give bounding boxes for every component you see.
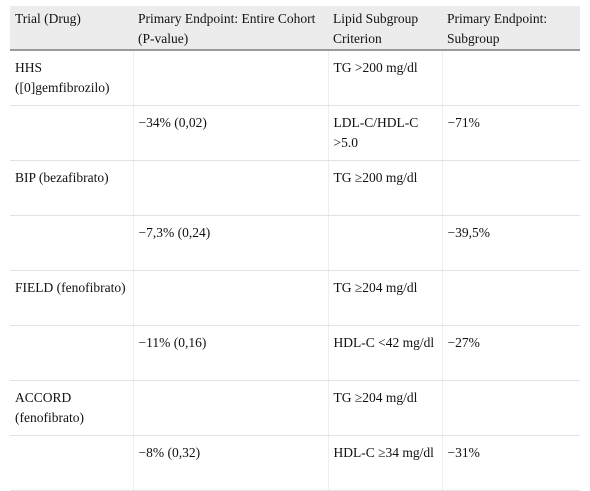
table-row: BIP (bezafibrato) TG ≥200 mg/dl	[10, 160, 580, 216]
cell-trial-drug	[10, 215, 134, 271]
cell-trial-drug: BIP (bezafibrato)	[10, 160, 134, 216]
table-row: FIELD (fenofibrato) TG ≥204 mg/dl	[10, 270, 580, 326]
table-row: ACCORD (fenofibrato) TG ≥204 mg/dl	[10, 380, 580, 436]
cell-endpoint-cohort	[133, 380, 329, 436]
cell-endpoint-subgroup	[442, 270, 580, 326]
cell-endpoint-cohort: −7,3% (0,24)	[133, 215, 329, 271]
fibrate-trials-table: Trial (Drug) Primary Endpoint: Entire Co…	[10, 6, 580, 491]
cell-endpoint-subgroup: −71%	[442, 105, 580, 161]
cell-endpoint-subgroup	[442, 160, 580, 216]
table-row: −11% (0,16) HDL-C <42 mg/dl −27%	[10, 325, 580, 381]
cell-trial-drug: FIELD (fenofibrato)	[10, 270, 134, 326]
cell-lipid-criterion: TG ≥204 mg/dl	[328, 380, 443, 436]
cell-endpoint-subgroup	[442, 380, 580, 436]
cell-trial-drug: HHS ([0]gemfibrozilo)	[10, 50, 134, 106]
header-row: Trial (Drug) Primary Endpoint: Entire Co…	[10, 6, 580, 51]
table-row: HHS ([0]gemfibrozilo) TG >200 mg/dl	[10, 50, 580, 106]
cell-endpoint-cohort: −11% (0,16)	[133, 325, 329, 381]
cell-endpoint-subgroup	[442, 50, 580, 106]
header-lipid-subgroup-criterion: Lipid Subgroup Criterion	[328, 6, 442, 51]
cell-endpoint-subgroup: −39,5%	[442, 215, 580, 271]
cell-endpoint-subgroup: −31%	[442, 435, 580, 491]
cell-endpoint-cohort	[133, 50, 329, 106]
cell-endpoint-cohort: −8% (0,32)	[133, 435, 329, 491]
cell-endpoint-cohort	[133, 160, 329, 216]
cell-lipid-criterion: TG ≥200 mg/dl	[328, 160, 443, 216]
cell-endpoint-subgroup: −27%	[442, 325, 580, 381]
table-row: −7,3% (0,24) −39,5%	[10, 215, 580, 271]
cell-endpoint-cohort	[133, 270, 329, 326]
cell-lipid-criterion	[328, 215, 443, 271]
cell-endpoint-cohort: −34% (0,02)	[133, 105, 329, 161]
cell-trial-drug	[10, 435, 134, 491]
table-body: HHS ([0]gemfibrozilo) TG >200 mg/dl −34%…	[10, 50, 580, 491]
cell-lipid-criterion: HDL-C <42 mg/dl	[328, 325, 443, 381]
cell-trial-drug	[10, 105, 134, 161]
cell-lipid-criterion: TG ≥204 mg/dl	[328, 270, 443, 326]
page: Trial (Drug) Primary Endpoint: Entire Co…	[10, 6, 580, 491]
cell-lipid-criterion: HDL-C ≥34 mg/dl	[328, 435, 443, 491]
table-row: −34% (0,02) LDL-C/HDL-C >5.0 −71%	[10, 105, 580, 161]
table-header: Trial (Drug) Primary Endpoint: Entire Co…	[10, 6, 580, 51]
header-trial-drug: Trial (Drug)	[10, 6, 133, 51]
cell-trial-drug	[10, 325, 134, 381]
cell-trial-drug: ACCORD (fenofibrato)	[10, 380, 134, 436]
cell-lipid-criterion: TG >200 mg/dl	[328, 50, 443, 106]
header-primary-endpoint-cohort: Primary Endpoint: Entire Cohort (P-value…	[133, 6, 328, 51]
header-primary-endpoint-subgroup: Primary Endpoint: Subgroup	[442, 6, 580, 51]
cell-lipid-criterion: LDL-C/HDL-C >5.0	[328, 105, 443, 161]
table-row: −8% (0,32) HDL-C ≥34 mg/dl −31%	[10, 435, 580, 491]
